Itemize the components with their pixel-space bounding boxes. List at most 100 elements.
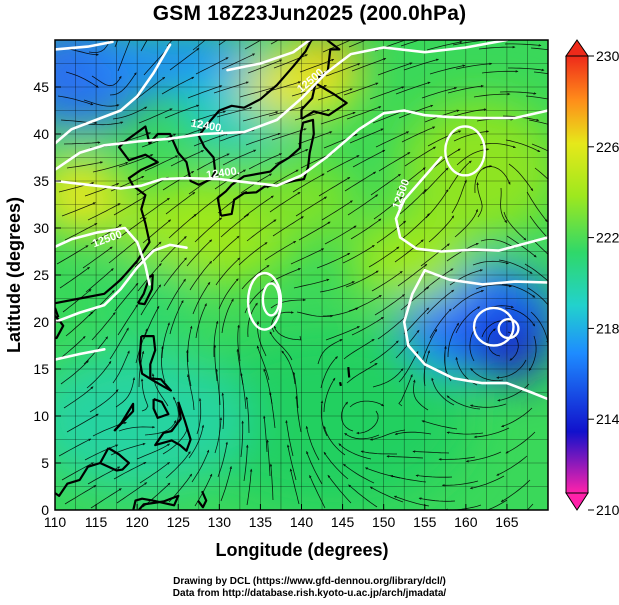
streamline (351, 316, 384, 336)
coastline (197, 490, 208, 509)
colorbar-label: 210 (596, 502, 619, 518)
streamline (506, 235, 537, 258)
streamline (505, 139, 541, 153)
x-tick-label: 125 (167, 514, 191, 530)
streamline (140, 284, 162, 316)
streamline (469, 475, 505, 490)
streamline (472, 260, 509, 266)
streamline (395, 81, 431, 95)
streamline (187, 373, 195, 411)
streamline (215, 368, 221, 406)
streamline (527, 287, 548, 306)
credit-data: Data from http://database.rish.kyoto-u.a… (172, 588, 447, 599)
streamline (323, 377, 336, 413)
streamline (453, 130, 490, 142)
streamline (169, 47, 200, 71)
streamline (243, 195, 274, 218)
streamline (431, 377, 455, 406)
streamline (394, 431, 432, 436)
streamline (58, 438, 92, 457)
streamline (402, 213, 430, 239)
streamline (65, 311, 94, 337)
streamline (273, 325, 302, 341)
streamline (56, 245, 89, 265)
streamline (503, 211, 527, 241)
y-tick-label: 20 (33, 314, 49, 330)
streamline (369, 486, 404, 503)
streamline (112, 350, 130, 384)
height-contours (55, 40, 548, 401)
x-tick-label: 140 (290, 514, 314, 530)
streamline (455, 62, 493, 70)
streamline (316, 252, 351, 269)
x-tick-label: 120 (125, 514, 149, 530)
height-contour (55, 226, 151, 286)
height-contour (55, 243, 188, 324)
streamline (343, 82, 379, 96)
streamline (401, 126, 436, 143)
colorbar-min-arrow (565, 492, 589, 511)
y-tick-label: 0 (41, 502, 49, 518)
streamline (90, 224, 122, 245)
streamline (446, 431, 484, 435)
streamline (352, 149, 386, 168)
streamline (327, 474, 352, 504)
coastline (132, 494, 180, 510)
streamline (269, 331, 293, 361)
streamline (403, 307, 430, 335)
colorbar-label: 226 (596, 139, 619, 155)
coastline (113, 402, 135, 432)
streamline (450, 108, 487, 118)
streamline (292, 173, 325, 193)
streamline (478, 45, 516, 50)
height-contour (226, 40, 311, 72)
streamline (89, 389, 119, 413)
streamline (84, 183, 120, 197)
streamline (499, 91, 537, 95)
streamline (412, 450, 450, 454)
streamline (317, 339, 343, 365)
streamline (144, 420, 177, 436)
streamline (263, 415, 268, 453)
streamline (134, 241, 162, 268)
streamline (195, 57, 229, 75)
streamline (215, 257, 241, 286)
streamline (109, 327, 129, 360)
streamline (65, 71, 99, 88)
streamline (394, 239, 424, 263)
closed-height-contour (246, 271, 283, 331)
streamline (404, 146, 437, 167)
x-axis-ticks: 110 115 120 125 130 135 140 145 150 155 160 165 (44, 504, 519, 530)
streamline (428, 215, 455, 243)
streamline (192, 40, 206, 51)
colorbar-label: 230 (596, 48, 619, 64)
streamline (501, 283, 536, 298)
streamline (356, 410, 379, 435)
y-tick-label: 15 (33, 361, 49, 377)
x-axis-label: Longitude (degrees) (215, 540, 388, 560)
streamline (214, 416, 223, 454)
streamline (425, 189, 449, 219)
height-contour (402, 269, 548, 401)
coastline (154, 401, 192, 452)
streamline (525, 95, 548, 100)
streamline (486, 499, 508, 510)
streamline (164, 104, 200, 119)
streamline (504, 43, 542, 47)
height-contour (55, 348, 106, 361)
streamline (286, 444, 297, 481)
streamline (420, 243, 450, 267)
streamline (213, 81, 249, 94)
streamline (169, 300, 184, 335)
coastline (55, 461, 101, 497)
coastline (300, 82, 348, 120)
streamline (349, 128, 384, 144)
x-tick-label: 130 (208, 514, 232, 530)
page-title: GSM 18Z23Jun2025 (200.0hPa) (152, 2, 467, 25)
streamline (306, 450, 323, 485)
streamline (269, 191, 301, 213)
streamline (534, 167, 548, 180)
streamline (369, 86, 405, 100)
streamline (400, 286, 430, 311)
streamline (474, 164, 493, 194)
